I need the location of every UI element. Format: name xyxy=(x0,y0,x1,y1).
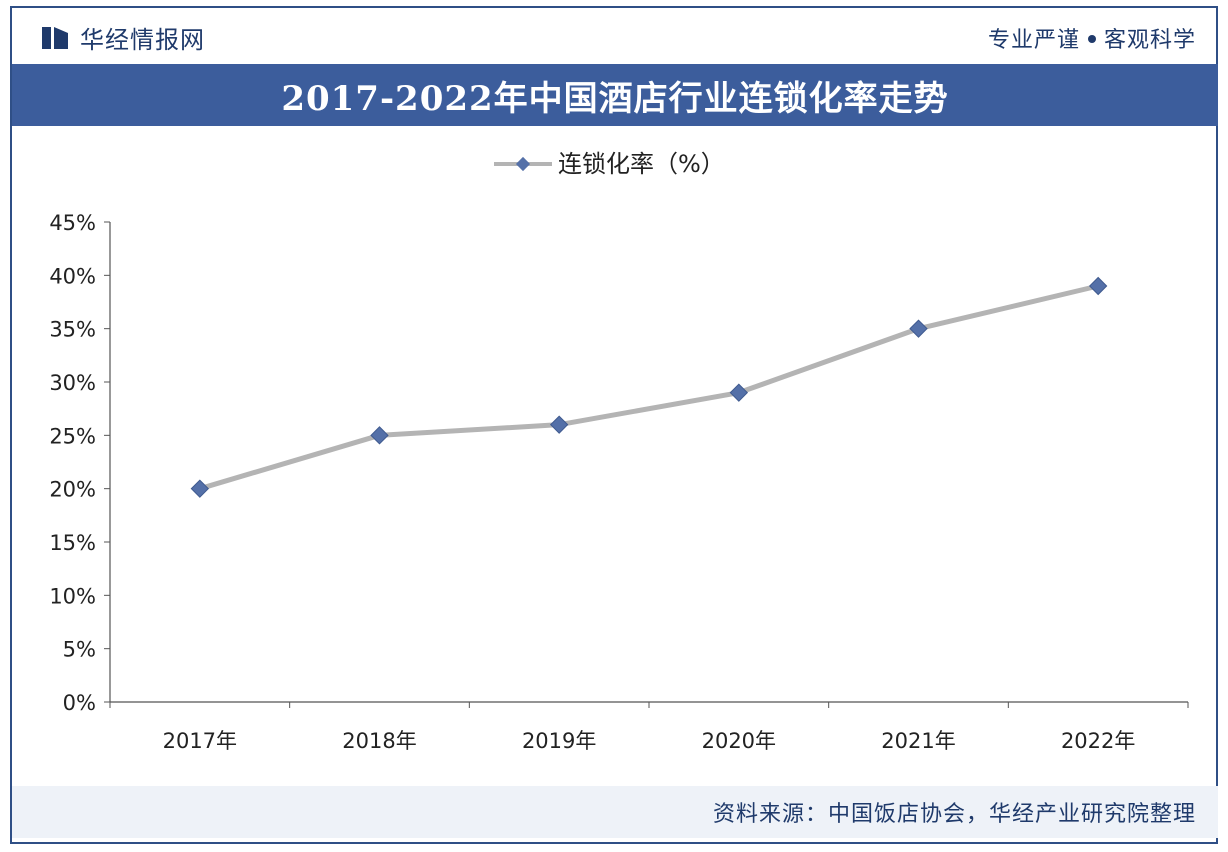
y-tick-label: 5% xyxy=(63,638,96,662)
series-line xyxy=(199,283,1099,492)
y-tick-label: 10% xyxy=(49,584,96,608)
brand: 华经情报网 xyxy=(40,20,205,55)
data-point-marker xyxy=(729,383,749,402)
source-note: 资料来源：中国饭店协会，华经产业研究院整理 xyxy=(712,802,1196,827)
slogan-left: 专业严谨 xyxy=(987,28,1080,53)
slogan-right: 客观科学 xyxy=(1103,28,1196,53)
y-tick-label: 40% xyxy=(49,264,96,288)
y-tick-label: 15% xyxy=(49,531,96,555)
x-tick-label: 2020年 xyxy=(702,729,776,753)
y-tick-label: 0% xyxy=(63,691,96,715)
y-tick-label: 30% xyxy=(49,371,96,395)
y-tick-label: 45% xyxy=(49,211,96,235)
slogan-dot-icon xyxy=(1087,35,1096,43)
data-point-marker xyxy=(909,319,928,338)
source-band: 资料来源：中国饭店协会，华经产业研究院整理 xyxy=(12,786,1218,838)
data-point-marker xyxy=(370,426,389,445)
y-tick-label: 25% xyxy=(49,424,96,448)
y-axis-ticks: 0% 5% 10% 15% 20% 25% 30% 35% 40% 45% xyxy=(49,211,110,715)
x-axis-ticks: 2017年 2018年 2019年 2020年 2021年 2022年 xyxy=(109,702,1189,753)
chart-legend: 连锁化率（%） xyxy=(494,150,725,178)
data-point-marker xyxy=(1088,276,1108,296)
chart-title: 2017-2022年中国酒店行业连锁化率走势 xyxy=(281,78,949,119)
brand-logo-icon xyxy=(42,26,68,49)
x-tick-label: 2022年 xyxy=(1061,729,1135,753)
chart-axes xyxy=(109,222,1188,703)
x-tick-label: 2021年 xyxy=(881,729,955,753)
legend-label: 连锁化率（%） xyxy=(558,150,725,178)
data-point-marker xyxy=(190,479,210,498)
data-point-marker xyxy=(549,415,569,434)
brand-name: 华经情报网 xyxy=(80,26,205,54)
slogan: 专业严谨 客观科学 xyxy=(988,22,1196,54)
title-band: 2017-2022年中国酒店行业连锁化率走势 xyxy=(12,64,1218,126)
series-group xyxy=(190,276,1108,498)
chart-frame xyxy=(10,6,1218,844)
y-tick-label: 20% xyxy=(49,478,96,502)
legend-marker-swatch xyxy=(515,156,531,172)
header-bar: 华经情报网 专业严谨 客观科学 xyxy=(12,10,1216,62)
y-tick-label: 35% xyxy=(49,318,96,342)
x-tick-label: 2018年 xyxy=(342,729,416,753)
x-tick-label: 2017年 xyxy=(163,729,237,753)
x-tick-label: 2019年 xyxy=(522,729,596,753)
